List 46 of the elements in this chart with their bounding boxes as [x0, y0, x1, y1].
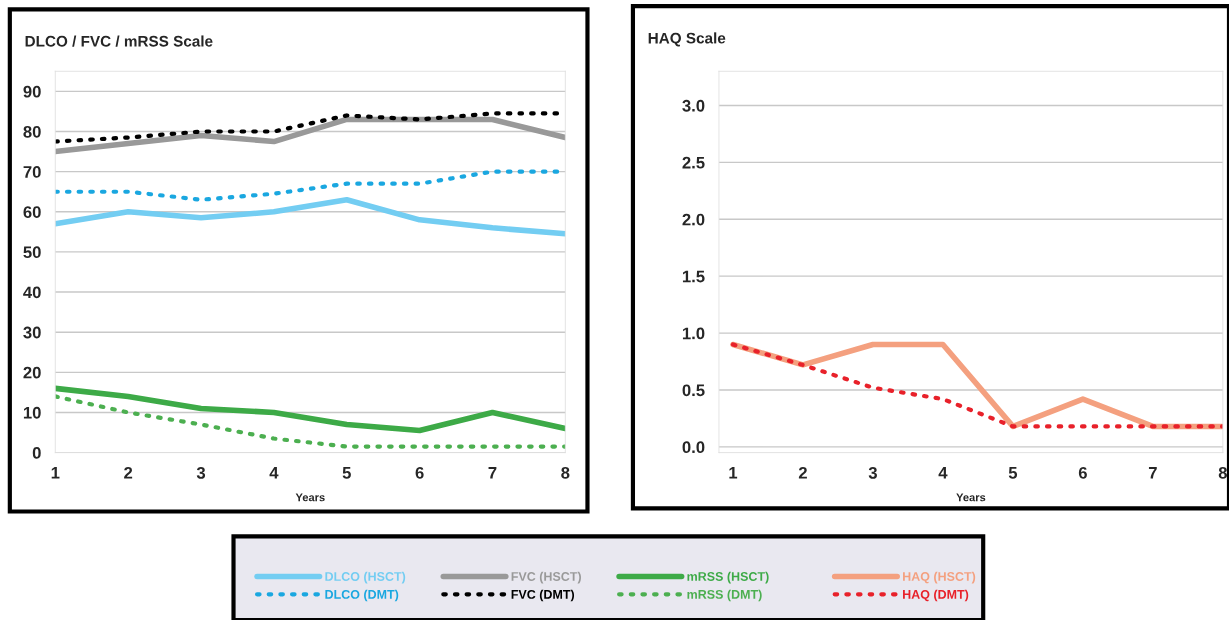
y-tick-label: 80 — [23, 125, 41, 138]
y-tick-label: 20 — [23, 366, 41, 379]
x-tick-label: 3 — [868, 466, 877, 479]
x-tick-label: 1 — [51, 467, 60, 479]
legend-label: DLCO (DMT) — [325, 589, 399, 602]
legend-label: HAQ (HSCT) — [903, 571, 976, 584]
y-tick-label: 1.0 — [682, 327, 705, 340]
x-tick-label: 5 — [342, 467, 351, 479]
x-tick-label: 7 — [1148, 467, 1157, 479]
y-tick-label: 2.0 — [682, 213, 705, 226]
y-tick-label: 70 — [23, 166, 41, 178]
y-tick-label: 60 — [23, 206, 41, 218]
y-tick-label: 0 — [32, 447, 41, 459]
legend-label: DLCO (HSCT) — [325, 571, 406, 584]
x-tick-label: 1 — [729, 467, 738, 479]
x-tick-label: 7 — [488, 467, 497, 479]
x-tick-label: 2 — [798, 466, 807, 479]
line-series — [55, 394, 566, 449]
legend-label: FVC (HSCT) — [511, 571, 581, 584]
y-tick-label: 40 — [23, 286, 41, 299]
y-tick-label: 0.0 — [682, 441, 705, 454]
x-tick-label: 2 — [124, 466, 133, 479]
y-tick-label: 0.5 — [682, 384, 705, 397]
legend-label: HAQ (DMT) — [903, 589, 969, 602]
x-tick-label: 4 — [938, 467, 948, 479]
x-tick-label: 6 — [415, 466, 424, 479]
x-axis-title: Years — [295, 493, 325, 502]
y-tick-label: 2.5 — [682, 156, 705, 169]
y-tick-label: 3.0 — [682, 99, 705, 112]
y-tick-label: 10 — [23, 406, 41, 419]
y-tick-label: 50 — [23, 246, 41, 259]
x-tick-label: 3 — [196, 466, 206, 479]
chart-title: HAQ Scale — [648, 32, 726, 47]
legend-label: FVC (DMT) — [511, 589, 575, 602]
y-tick-label: 1.5 — [682, 270, 705, 283]
x-tick-label: 6 — [1078, 466, 1087, 479]
y-tick-label: 30 — [23, 326, 41, 339]
y-tick-label: 90 — [23, 85, 41, 98]
chart-title: DLCO / FVC / mRSS Scale — [25, 35, 213, 47]
x-tick-label: 8 — [561, 466, 570, 479]
x-tick-label: 5 — [1008, 467, 1018, 479]
legend-label: mRSS (HSCT) — [687, 571, 769, 584]
legend-label: mRSS (DMT) — [687, 589, 762, 602]
x-tick-label: 8 — [1218, 466, 1227, 479]
x-tick-label: 4 — [269, 467, 279, 479]
x-axis-title: Years — [956, 493, 986, 502]
